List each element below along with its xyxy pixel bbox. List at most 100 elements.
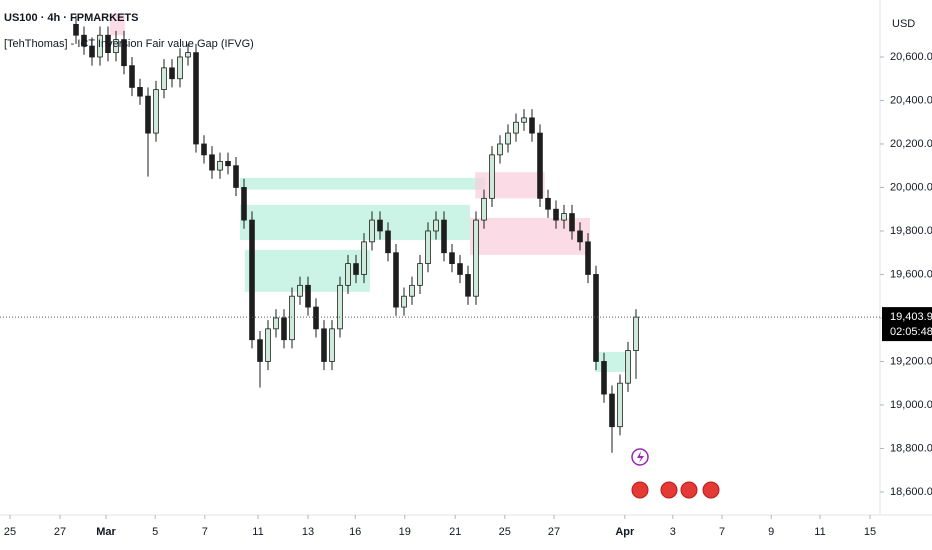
x-tick-label: 11	[252, 526, 263, 538]
candle-body	[121, 39, 127, 67]
y-tick-label: 19,600.00	[890, 268, 932, 280]
candle-body	[577, 230, 583, 243]
countdown: 02:05:48	[890, 326, 932, 338]
x-tick-label: 16	[349, 526, 361, 538]
candle-body	[185, 52, 191, 58]
candle-body	[481, 197, 487, 221]
x-tick-label: 7	[202, 526, 208, 538]
candle-body	[233, 165, 239, 188]
fvg-zone	[595, 351, 625, 372]
x-tick-label: Mar	[96, 526, 116, 538]
y-tick-label: 20,400.00	[890, 94, 932, 106]
candle-body	[193, 52, 199, 145]
candle-body	[177, 56, 183, 80]
candle-body	[545, 197, 551, 210]
candle-body	[337, 284, 343, 330]
candle-body	[289, 295, 295, 341]
fvg-zone	[240, 177, 485, 190]
fvg-zone	[475, 172, 545, 199]
chart-title: US100 · 4h · FPMARKETS	[4, 12, 138, 24]
y-tick-label: 20,000.00	[890, 181, 932, 193]
candle-body	[201, 143, 207, 156]
x-tick-label: 5	[152, 526, 158, 538]
candle-body	[209, 154, 215, 171]
candle-body	[513, 121, 519, 134]
fvg-zone	[110, 13, 125, 36]
x-tick-label: 27	[54, 526, 66, 538]
candle-body	[161, 67, 167, 91]
candle-body	[385, 230, 391, 254]
candle-body	[273, 317, 279, 330]
x-tick-label: 25	[499, 526, 511, 538]
candle-body	[529, 117, 535, 134]
candle-body	[353, 263, 359, 275]
candle-body	[321, 328, 327, 362]
candle-body	[329, 328, 335, 362]
candle-body	[105, 34, 111, 54]
indicator-name: [TehThomas] - ICT Inversion Fair value G…	[4, 38, 254, 50]
candle-body	[617, 382, 623, 428]
candle-body	[217, 160, 223, 171]
candle-body	[505, 132, 511, 145]
candle-body	[113, 39, 119, 54]
last-price-box	[882, 307, 932, 342]
event-flag[interactable]	[660, 481, 678, 499]
candle-body	[393, 252, 399, 308]
candle-body	[497, 143, 503, 156]
candle-body	[417, 263, 423, 286]
x-tick-label: 11	[814, 526, 825, 538]
x-tick-label: Apr	[615, 526, 635, 538]
candle-body	[137, 87, 143, 97]
candle-body	[425, 230, 431, 264]
candle-body	[553, 208, 559, 221]
candle-body	[585, 241, 591, 275]
candle-body	[473, 219, 479, 297]
fvg-zone	[240, 204, 470, 241]
x-tick-label: 21	[449, 526, 461, 538]
candle-body	[601, 361, 607, 395]
candle-body	[433, 219, 439, 232]
candle-body	[81, 34, 87, 47]
event-flag[interactable]	[631, 481, 649, 499]
candle-body	[129, 65, 135, 88]
last-price-label: 19,403.94	[890, 311, 932, 323]
candle-body	[265, 328, 271, 362]
candle-body	[625, 350, 631, 384]
candle-body	[489, 154, 495, 199]
y-tick-label: 20,600.00	[890, 51, 932, 63]
candle-body	[457, 263, 463, 275]
candle-body	[297, 284, 303, 297]
x-tick-label: 7	[719, 526, 725, 538]
event-flag[interactable]	[702, 481, 720, 499]
candle-body	[281, 317, 287, 341]
candle-body	[345, 263, 351, 286]
candle-body	[305, 284, 311, 308]
candle-body	[145, 95, 151, 134]
candle-body	[633, 316, 639, 351]
x-tick-label: 25	[4, 526, 16, 538]
alert-bolt	[637, 451, 644, 463]
y-tick-label: 20,200.00	[890, 138, 932, 150]
candle-body	[257, 339, 263, 362]
candle-body	[225, 160, 231, 167]
candle-body	[369, 219, 375, 243]
event-icons	[631, 448, 720, 499]
candle-body	[409, 284, 415, 297]
candle-body	[561, 213, 567, 221]
candle-body	[241, 187, 247, 221]
y-tick-label: 19,200.00	[890, 355, 932, 367]
candles	[73, 15, 639, 453]
x-tick-label: 19	[399, 526, 411, 538]
candle-body	[593, 274, 599, 362]
candle-body	[97, 34, 103, 58]
x-tick-label: 3	[670, 526, 676, 538]
candle-body	[73, 23, 79, 36]
event-flag[interactable]	[680, 481, 698, 499]
candle-body	[401, 295, 407, 308]
candle-body	[537, 132, 543, 199]
candle-body	[153, 89, 159, 134]
candle-body	[361, 241, 367, 275]
candle-body	[89, 45, 95, 58]
y-tick-label: 18,800.00	[890, 442, 932, 454]
